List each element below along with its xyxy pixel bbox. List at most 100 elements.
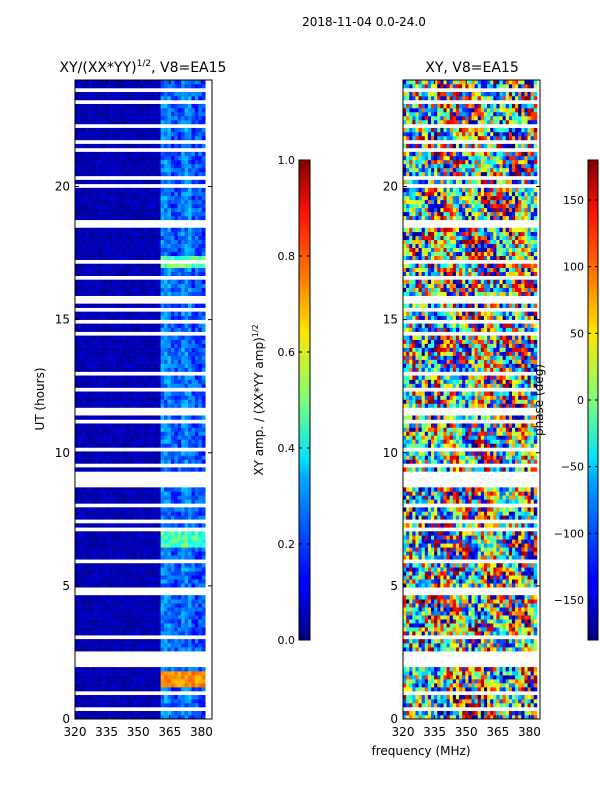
heatmap-cell xyxy=(129,91,134,97)
heatmap-cell xyxy=(78,83,83,89)
heatmap-cell xyxy=(88,243,93,249)
heatmap-cell xyxy=(136,347,141,352)
heatmap-cell xyxy=(188,539,192,544)
heatmap-cell xyxy=(98,243,103,249)
heatmap-cell xyxy=(109,171,114,177)
heatmap-cell xyxy=(177,639,182,644)
heatmap-cell xyxy=(105,135,110,141)
heatmap-cell xyxy=(194,143,199,149)
heatmap-cell xyxy=(98,351,103,356)
heatmap-cell xyxy=(140,667,144,672)
heatmap-cell xyxy=(126,347,131,352)
amplitude-colorbar-gradient xyxy=(298,159,311,641)
heatmap-cell xyxy=(164,80,168,85)
heatmap-cell xyxy=(164,375,168,380)
heatmap-cell xyxy=(201,359,206,364)
heatmap-cell xyxy=(194,403,199,408)
heatmap-cell xyxy=(92,715,96,719)
heatmap-cell xyxy=(493,711,497,716)
heatmap-cell xyxy=(153,215,158,221)
heatmap-cell xyxy=(455,683,460,688)
heatmap-cell xyxy=(102,619,107,624)
heatmap-cell xyxy=(78,383,83,388)
heatmap-cell xyxy=(136,191,141,197)
heatmap-cell xyxy=(81,151,86,157)
heatmap-cell xyxy=(174,571,179,576)
heatmap-cell xyxy=(167,639,172,644)
heatmap-cell xyxy=(157,179,162,185)
heatmap-cell xyxy=(167,235,172,241)
heatmap-cell xyxy=(140,687,144,692)
heatmap-cell xyxy=(88,435,93,440)
heatmap-cell xyxy=(150,455,155,460)
heatmap-cell xyxy=(140,383,144,388)
heatmap-cell xyxy=(81,535,86,540)
heatmap-cell xyxy=(122,523,127,528)
heatmap-cell xyxy=(92,363,96,368)
heatmap-cell xyxy=(164,287,168,292)
heatmap-cell xyxy=(105,255,110,261)
heatmap-cell xyxy=(92,455,96,460)
heatmap-cell xyxy=(78,80,83,85)
heatmap-cell xyxy=(511,703,516,708)
heatmap-cell xyxy=(136,335,141,340)
heatmap-cell xyxy=(133,103,138,109)
heatmap-cell xyxy=(188,703,192,708)
heatmap-cell xyxy=(201,195,206,201)
heatmap-cell xyxy=(129,647,134,652)
heatmap-cell xyxy=(153,467,158,472)
heatmap-cell xyxy=(143,215,148,221)
heatmap-cell xyxy=(102,271,107,276)
heatmap-cell xyxy=(95,267,100,272)
heatmap-cell xyxy=(133,703,138,708)
heatmap-cell xyxy=(412,695,416,700)
heatmap-cell xyxy=(105,279,110,284)
heatmap-cell xyxy=(150,159,155,165)
heatmap-cell xyxy=(98,131,103,137)
heatmap-cell xyxy=(191,631,196,636)
heatmap-cell xyxy=(160,683,165,688)
heatmap-cell xyxy=(184,607,189,612)
heatmap-cell xyxy=(95,311,100,316)
heatmap-cell xyxy=(98,151,103,157)
heatmap-cell xyxy=(160,571,165,576)
heatmap-cell xyxy=(119,239,124,245)
heatmap-cell xyxy=(198,555,203,560)
heatmap-cell xyxy=(102,567,107,572)
heatmap-cell xyxy=(126,187,131,193)
heatmap-cell xyxy=(129,287,134,292)
heatmap-cell xyxy=(136,367,141,372)
heatmap-cell xyxy=(81,155,86,161)
heatmap-cell xyxy=(157,391,162,396)
heatmap-cell xyxy=(403,679,407,684)
heatmap-cell xyxy=(136,355,141,360)
heatmap-cell xyxy=(102,335,107,340)
heatmap-cell xyxy=(150,271,155,276)
heatmap-cell xyxy=(122,607,127,612)
heatmap-cell xyxy=(140,611,144,616)
heatmap-cell xyxy=(75,611,79,616)
heatmap-cell xyxy=(164,443,168,448)
heatmap-cell xyxy=(81,311,86,316)
heatmap-cell xyxy=(174,699,179,704)
heatmap-cell xyxy=(105,583,110,588)
heatmap-cell xyxy=(174,543,179,548)
heatmap-cell xyxy=(78,211,83,217)
heatmap-cell xyxy=(201,375,206,380)
heatmap-cell xyxy=(167,323,172,328)
heatmap-cell xyxy=(88,623,93,628)
heatmap-cell xyxy=(119,511,124,516)
heatmap-cell xyxy=(499,711,504,716)
heatmap-cell xyxy=(105,535,110,540)
heatmap-cell xyxy=(95,91,100,97)
heatmap-cell xyxy=(153,91,158,97)
heatmap-cell xyxy=(143,267,148,272)
heatmap-cell xyxy=(81,391,86,396)
heatmap-cell xyxy=(201,551,206,556)
heatmap-cell xyxy=(98,251,103,257)
heatmap-cell xyxy=(140,647,144,652)
heatmap-cell xyxy=(184,155,189,161)
heatmap-cell xyxy=(116,339,120,344)
heatmap-cell xyxy=(198,399,203,404)
heatmap-cell xyxy=(119,507,124,512)
